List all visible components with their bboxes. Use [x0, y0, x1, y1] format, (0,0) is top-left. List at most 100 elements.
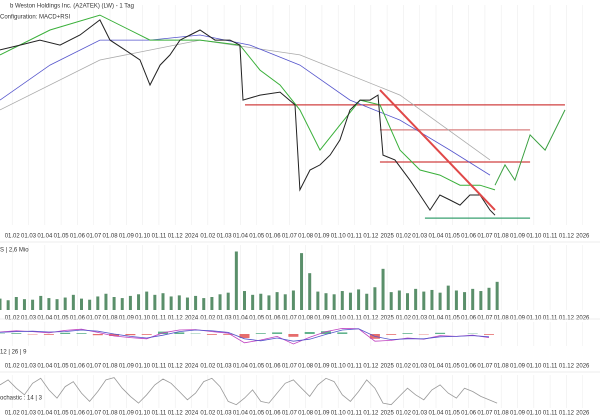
volume-bar: [14, 297, 18, 310]
macd-histogram-bar: [320, 331, 331, 334]
macd-histogram-bar: [60, 332, 71, 334]
volume-bar: [397, 290, 401, 310]
x-tick-label: 01.02: [200, 411, 216, 417]
x-tick-label: 01.12: [363, 411, 379, 417]
macd-histogram-bar: [255, 333, 266, 334]
x-tick-label: 01.02: [5, 364, 21, 370]
plot-layer: 01.02 01.03 01.04 01.05 01.06 01.07 01.08 01.09…: [0, 5, 600, 417]
volume-bar: [463, 292, 467, 310]
macd-histogram-bar: [11, 333, 22, 334]
x-tick-label: 2025: [380, 411, 394, 417]
x-tick-label: 01.12: [363, 316, 379, 322]
x-tick-label: 01.03: [21, 411, 37, 417]
series-line: [0, 39, 491, 161]
x-tick-label: 2026: [576, 234, 590, 240]
x-tick-label: 01.12: [363, 364, 379, 370]
series-line: [379, 89, 496, 211]
x-tick-label: 2026: [576, 411, 590, 417]
volume-bar: [137, 294, 141, 310]
x-tick-label: 01.04: [429, 411, 445, 417]
x-tick-label: 01.07: [477, 234, 493, 240]
volume-bar: [185, 297, 189, 310]
x-tick-label: 01.07: [477, 411, 493, 417]
x-tick-label: 01.05: [54, 364, 70, 370]
x-tick-label: 01.06: [266, 364, 282, 370]
volume-bar: [39, 295, 43, 310]
x-tick-label: 01.11: [152, 234, 167, 240]
x-tick-label: 01.02: [200, 364, 216, 370]
volume-bar: [495, 281, 499, 310]
x-tick-label: 01.07: [86, 364, 102, 370]
x-tick-label: 01.08: [103, 364, 119, 370]
x-tick-label: 01.07: [86, 234, 102, 240]
series-line: [494, 109, 566, 186]
panel-label: 12 | 26 | 9: [0, 350, 27, 356]
x-tick-label: 01.11: [543, 411, 558, 417]
x-tick-label: 01.02: [5, 316, 21, 322]
volume-bar: [112, 297, 116, 310]
x-tick-label: 01.09: [119, 316, 135, 322]
x-tick-label: 01.11: [543, 364, 558, 370]
x-tick-label: 01.09: [119, 411, 135, 417]
x-tick-label: 01.09: [314, 364, 330, 370]
volume-bar: [6, 300, 10, 310]
x-tick-label: 01.06: [266, 234, 282, 240]
x-tick-label: 01.03: [217, 364, 233, 370]
macd-histogram-bar: [272, 332, 283, 334]
volume-bar: [71, 294, 75, 310]
x-tick-label: 01.05: [54, 234, 70, 240]
x-tick-label: 01.06: [461, 234, 477, 240]
volume-bar: [177, 295, 181, 310]
volume-bar: [487, 287, 491, 310]
volume-bar: [226, 292, 230, 310]
x-tick-label: 01.06: [70, 364, 86, 370]
volume-bar: [340, 291, 344, 310]
x-tick-label: 01.05: [54, 316, 70, 322]
macd-histogram-bar: [483, 334, 494, 335]
x-tick-label: 01.02: [200, 316, 216, 322]
x-tick-label: 01.06: [266, 411, 282, 417]
volume-bar: [471, 288, 475, 310]
x-tick-label: 01.04: [233, 411, 249, 417]
x-tick-label: 01.05: [445, 316, 461, 322]
x-tick-label: 01.02: [396, 234, 412, 240]
volume-bar: [210, 297, 214, 310]
volume-bar: [79, 298, 83, 310]
x-tick-label: 01.07: [86, 411, 102, 417]
volume-bar: [0, 298, 2, 310]
volume-bar: [120, 298, 124, 310]
volume-bar: [373, 287, 377, 310]
x-tick-label: 01.04: [429, 316, 445, 322]
x-tick-label: 01.05: [445, 364, 461, 370]
x-tick-label: 01.10: [135, 364, 151, 370]
x-tick-label: 01.10: [135, 316, 151, 322]
x-tick-label: 01.11: [347, 411, 362, 417]
volume-bar: [389, 292, 393, 310]
x-tick-label: 01.07: [282, 364, 298, 370]
x-tick-label: 01.07: [86, 316, 102, 322]
x-tick-label: 01.03: [412, 364, 428, 370]
x-tick-label: 01.03: [217, 234, 233, 240]
x-tick-label: 01.09: [510, 364, 526, 370]
x-tick-label: 01.10: [526, 316, 542, 322]
x-tick-label: 01.09: [119, 364, 135, 370]
x-tick-label: 01.08: [298, 364, 314, 370]
panel-label: ochastic : 14 | 3: [0, 396, 43, 402]
x-tick-label: 01.03: [21, 234, 37, 240]
x-tick-label: 01.09: [314, 234, 330, 240]
x-tick-label: 01.12: [559, 364, 575, 370]
panel-label: S | 2,6 Mio: [0, 248, 29, 254]
x-tick-label: 01.08: [298, 411, 314, 417]
x-tick-label: 01.08: [298, 234, 314, 240]
x-tick-label: 01.08: [103, 411, 119, 417]
macd-histogram-bar: [125, 334, 136, 336]
macd-histogram-bar: [206, 334, 217, 335]
x-tick-label: 01.10: [135, 234, 151, 240]
volume-bar: [251, 294, 255, 310]
x-tick-label: 01.03: [217, 411, 233, 417]
volume-bar: [169, 296, 173, 310]
volume-bar: [161, 293, 165, 310]
x-tick-label: 01.06: [461, 411, 477, 417]
x-tick-label: 01.04: [429, 234, 445, 240]
x-tick-label: 01.09: [314, 316, 330, 322]
